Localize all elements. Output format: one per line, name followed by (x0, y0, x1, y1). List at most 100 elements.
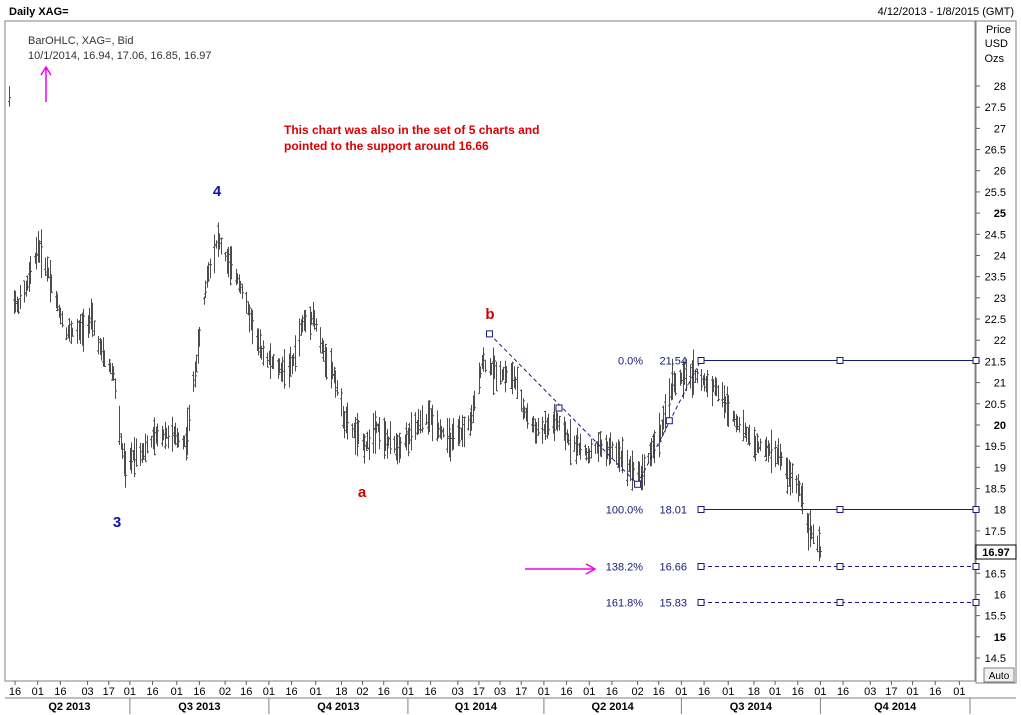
ohlc-bar (745, 426, 748, 442)
ohlc-bar (511, 361, 514, 395)
fib-level-handle[interactable] (697, 357, 705, 364)
ohlc-bar (185, 427, 188, 461)
ohlc-bar (505, 366, 508, 384)
ohlc-bar (298, 318, 301, 357)
ohlc-bar (414, 412, 417, 440)
info-series: BarOHLC, XAG=, Bid (28, 35, 133, 47)
fib-level-handle[interactable] (836, 599, 844, 606)
ohlc-bar (662, 405, 665, 430)
ohlc-bar (770, 429, 773, 474)
x-tick-label: 01 (953, 686, 965, 698)
fib-level-handle[interactable] (697, 506, 705, 513)
ohlc-bar (428, 400, 431, 433)
y-tick-label: 17.5 (985, 526, 1006, 538)
ohlc-bar (354, 416, 357, 455)
ohlc-bar (368, 429, 371, 461)
fib-level-handle[interactable] (972, 357, 980, 364)
ohlc-bar (753, 427, 756, 459)
x-tick-label: 03 (864, 686, 876, 698)
ohlc-bar (664, 394, 667, 432)
ohlc-bar (579, 433, 582, 460)
fib-level-handle[interactable] (972, 563, 980, 570)
fib-level-handle[interactable] (972, 506, 980, 513)
ohlc-bar (93, 320, 96, 336)
ohlc-bar (419, 410, 422, 434)
ohlc-bar (251, 310, 254, 345)
fib-level-handle[interactable] (836, 563, 844, 570)
ohlc-bar (479, 366, 482, 379)
ohlc-bar (19, 285, 22, 309)
ohlc-bar (696, 368, 699, 384)
ohlc-bar (357, 419, 360, 445)
x-tick-label: 01 (171, 686, 183, 698)
auto-scale-button[interactable]: Auto (983, 667, 1015, 683)
ohlc-bar (721, 382, 724, 408)
ohlc-bar (40, 229, 43, 279)
ohlc-bar (819, 546, 822, 558)
y-tick-label: 21.5 (985, 356, 1006, 368)
ohlc-bar (375, 421, 378, 433)
ohlc-bar (310, 311, 313, 325)
quarter-label: Q4 2014 (874, 701, 917, 713)
ohlc-bar (398, 432, 401, 463)
ohlc-bar (569, 419, 572, 466)
auto-button-label: Auto (989, 671, 1010, 682)
ohlc-bar (757, 441, 760, 454)
fib-handle[interactable] (555, 404, 563, 412)
ohlc-bar (606, 441, 609, 460)
ohlc-bar (325, 347, 328, 380)
ohlc-bar (150, 435, 153, 448)
ohlc-bar (442, 427, 445, 438)
x-tick-label: 16 (146, 686, 158, 698)
price-label: Price (986, 24, 1011, 36)
ohlc-bar (791, 463, 794, 493)
fib-level-value: 16.66 (660, 562, 688, 574)
ohlc-bar (313, 310, 316, 330)
ohlc-bar (135, 438, 138, 467)
fib-handle[interactable] (665, 417, 673, 425)
ohlc-bar (520, 389, 523, 412)
ohlc-bar (26, 275, 29, 291)
ohlc-bar (535, 421, 538, 444)
ohlc-bar (700, 369, 703, 391)
y-tick-label: 20.5 (985, 399, 1006, 411)
y-tick-label: 16 (994, 589, 1006, 601)
ohlc-bar (220, 237, 223, 255)
fib-level-handle[interactable] (836, 357, 844, 364)
ohlc-bar (547, 413, 550, 436)
ohlc-bar (417, 409, 420, 435)
y-tick-label: 26 (994, 166, 1006, 178)
y-tick-label: 23 (994, 293, 1006, 305)
ohlc-bar (588, 448, 591, 463)
ohlc-bar (641, 454, 644, 491)
ohlc-bar (319, 327, 322, 354)
ohlc-bar (100, 339, 103, 361)
ohlc-bar (177, 432, 180, 448)
y-tick-label: 23.5 (985, 272, 1006, 284)
ohlc-bar (14, 290, 17, 313)
fib-level-handle[interactable] (836, 506, 844, 513)
ohlc-bar (283, 349, 286, 389)
fib-level-handle[interactable] (697, 599, 705, 606)
ohlc-bar (742, 409, 745, 442)
ohlc-bar (609, 432, 612, 464)
ohlc-bar (703, 373, 706, 392)
ohlc-bar (733, 412, 736, 426)
fib-handle[interactable] (486, 330, 493, 338)
ohlc-bar (203, 296, 206, 305)
ohlc-bar (82, 308, 85, 352)
ohlc-bar (236, 273, 239, 284)
fib-level-handle[interactable] (697, 563, 705, 570)
ohlc-bar (217, 222, 220, 257)
ohlc-bar (346, 402, 349, 440)
x-tick-label: 01 (583, 686, 595, 698)
x-tick-label: 02 (219, 686, 231, 698)
y-tick-label: 27.5 (985, 102, 1006, 114)
ohlc-bar (715, 378, 718, 397)
ohlc-bar (807, 513, 810, 551)
x-tick-label: 01 (814, 686, 826, 698)
fib-level-handle[interactable] (972, 599, 980, 606)
ohlc-bar (541, 416, 544, 444)
fib-level-value: 15.83 (660, 598, 688, 610)
fib-handle[interactable] (634, 480, 642, 488)
